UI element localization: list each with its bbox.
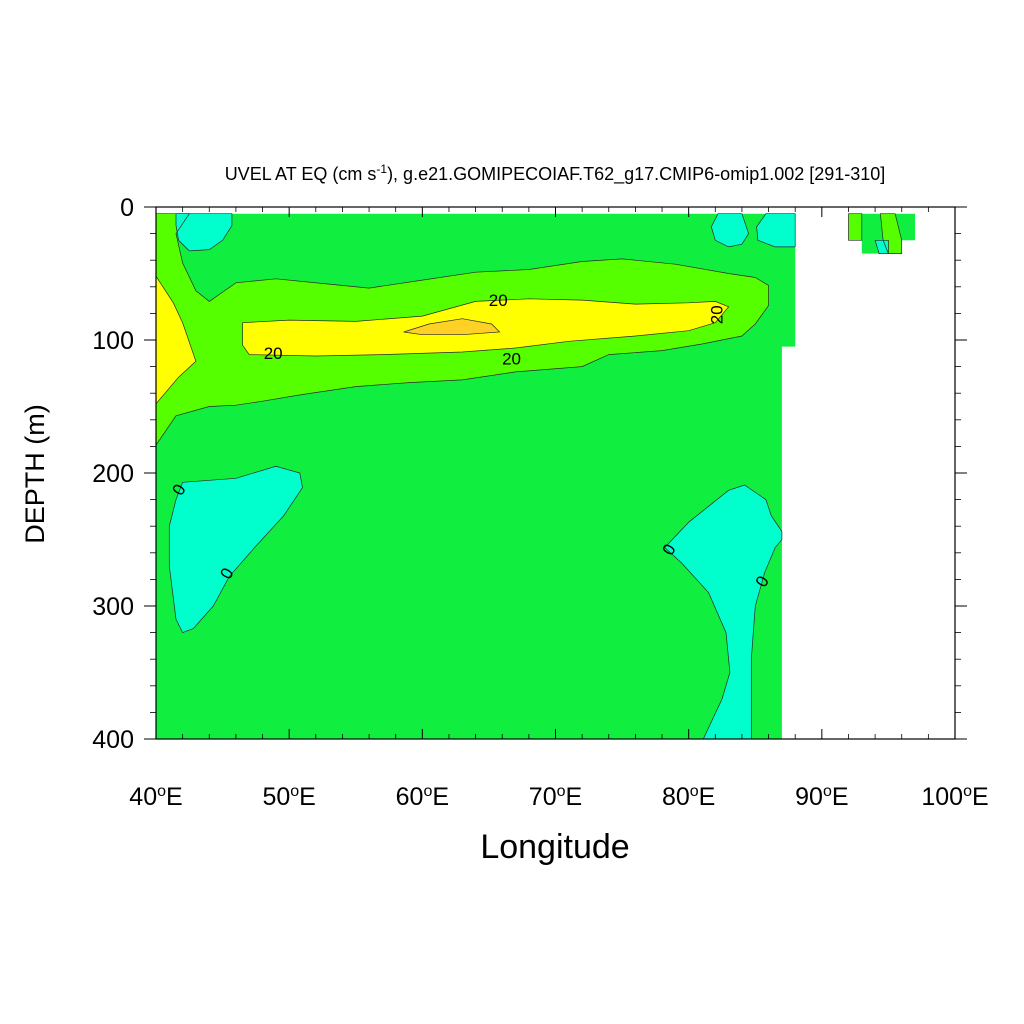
contour-label: 20 bbox=[707, 305, 726, 324]
plot-frame bbox=[155, 206, 956, 740]
contour-region-below_0 bbox=[169, 466, 303, 633]
x-tick-label: 50oE bbox=[262, 783, 315, 811]
contour-line bbox=[874, 239, 889, 254]
x-tick-label: 60oE bbox=[396, 783, 449, 811]
contour-line bbox=[155, 213, 769, 447]
x-tick-label: 100oE bbox=[921, 783, 988, 811]
contour-line bbox=[242, 298, 730, 357]
contour-region-20_to_30 bbox=[156, 276, 196, 404]
x-tick-label: 40oE bbox=[129, 783, 182, 811]
contour-line bbox=[168, 465, 303, 634]
contour-line bbox=[710, 213, 749, 248]
contour-region-below_0 bbox=[711, 213, 749, 247]
title-main: UVEL AT EQ (cm s bbox=[225, 164, 377, 184]
contour-region-below_0 bbox=[176, 213, 232, 251]
contour-region-30_to_40 bbox=[403, 318, 500, 335]
y-tick-label: 400 bbox=[92, 726, 134, 754]
y-tick-label: 200 bbox=[92, 460, 134, 488]
contour-line bbox=[664, 484, 783, 740]
contour-lines bbox=[155, 213, 903, 740]
axis-ticks: 40oE 50oE 60oE 70oE 80oE 90oE 100oE 0 100 200 300 4… bbox=[92, 194, 988, 811]
contour-line bbox=[175, 213, 233, 252]
chart-title: UVEL AT EQ (cm s-1), g.e21.GOMIPECOIAF.T… bbox=[225, 162, 886, 185]
y-tick-label: 0 bbox=[120, 194, 134, 222]
title-superscript: -1 bbox=[376, 162, 387, 176]
x-tick-label: 90oE bbox=[795, 783, 848, 811]
x-tick-label: 80oE bbox=[662, 783, 715, 811]
contour-region-10_to_20 bbox=[848, 213, 862, 241]
contour-line bbox=[848, 213, 863, 241]
contour-line bbox=[403, 318, 501, 336]
y-tick-label: 100 bbox=[92, 327, 134, 355]
y-axis-title: DEPTH (m) bbox=[20, 404, 50, 543]
title-rest: ), g.e21.GOMIPECOIAF.T62_g17.CMIP6-omip1… bbox=[387, 164, 885, 185]
contour-line bbox=[756, 213, 796, 248]
contour-fills bbox=[156, 213, 915, 739]
y-tick-label: 300 bbox=[92, 593, 134, 621]
contour-label: 20 bbox=[502, 349, 521, 368]
contour-label: 20 bbox=[264, 344, 283, 363]
x-axis-title: Longitude bbox=[480, 828, 629, 866]
contour-region-below_0 bbox=[756, 213, 796, 247]
contour-label: 20 bbox=[489, 291, 508, 310]
contour-region-below_0 bbox=[664, 485, 782, 739]
x-tick-label: 70oE bbox=[529, 783, 582, 811]
